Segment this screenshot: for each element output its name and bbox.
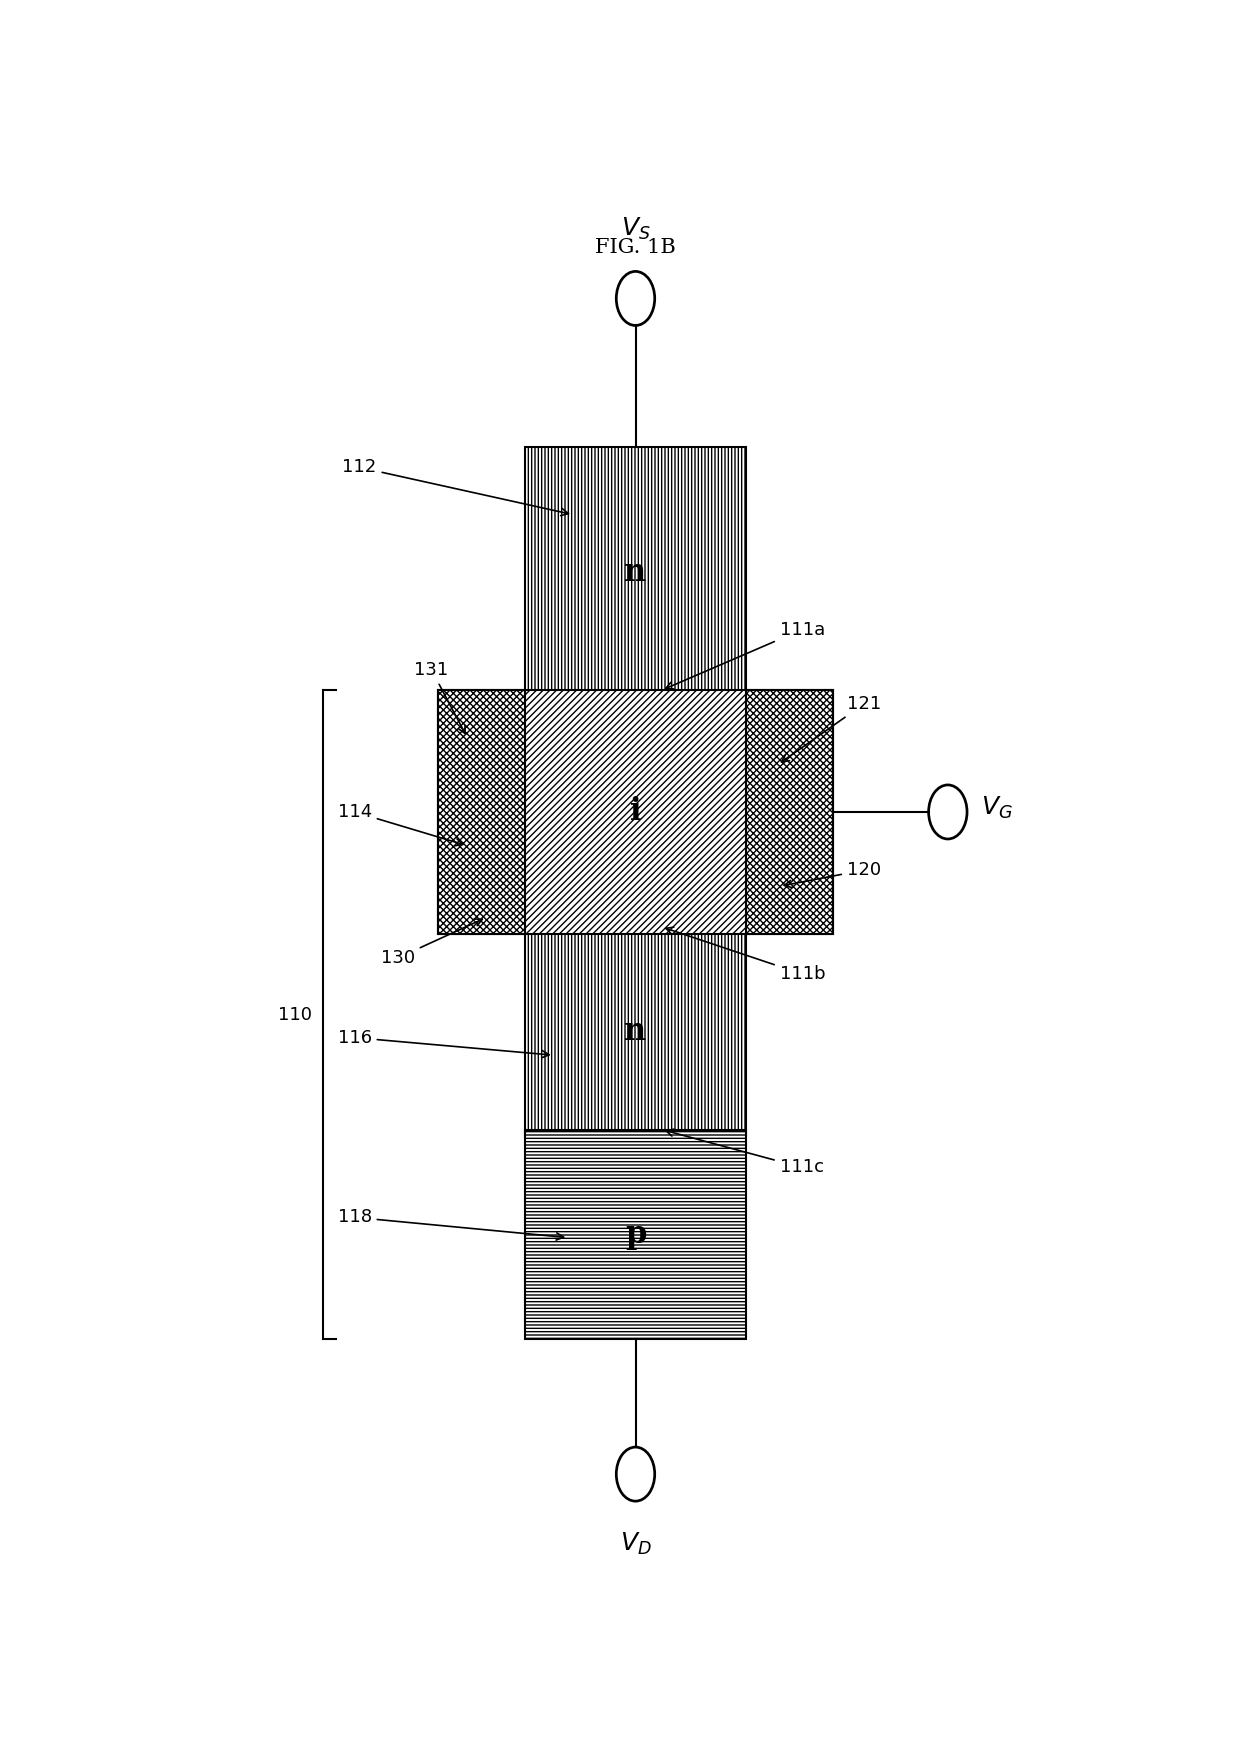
Text: 114: 114: [337, 804, 463, 846]
Text: n: n: [625, 556, 646, 588]
Text: 112: 112: [342, 458, 568, 516]
Text: FIG. 1B: FIG. 1B: [595, 237, 676, 256]
Text: 116: 116: [337, 1028, 549, 1058]
Text: 118: 118: [337, 1209, 564, 1241]
Bar: [525, 927, 746, 1135]
Bar: [746, 690, 832, 934]
Text: 111a: 111a: [666, 621, 825, 690]
Text: 111c: 111c: [666, 1128, 823, 1176]
Text: $V_G$: $V_G$: [982, 795, 1013, 821]
Text: 110: 110: [278, 1006, 311, 1023]
Bar: [439, 690, 525, 934]
Text: $V_D$: $V_D$: [620, 1530, 651, 1557]
Bar: [439, 690, 832, 934]
Text: n: n: [625, 1016, 646, 1048]
Text: $V_S$: $V_S$: [621, 216, 650, 242]
Text: 121: 121: [781, 695, 882, 762]
Text: p: p: [625, 1218, 646, 1250]
Text: 130: 130: [381, 920, 482, 967]
Text: 111b: 111b: [666, 927, 826, 983]
Text: 120: 120: [784, 862, 882, 888]
Bar: [525, 1130, 746, 1339]
Bar: [525, 448, 746, 697]
Text: i: i: [630, 797, 641, 827]
Text: 131: 131: [414, 662, 465, 734]
